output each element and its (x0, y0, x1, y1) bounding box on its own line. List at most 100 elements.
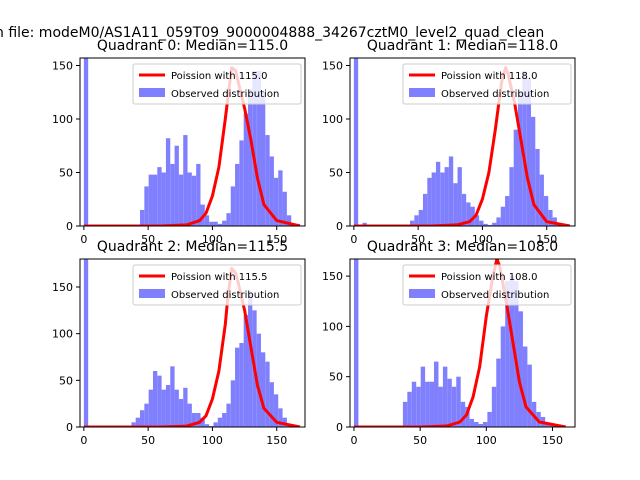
histogram-bar (148, 389, 153, 427)
histogram-bar (545, 423, 550, 427)
x-tick-label: 150 (266, 434, 287, 447)
histogram-bar (461, 193, 467, 226)
y-tick-label: 0 (336, 421, 343, 434)
histogram-bar (170, 163, 175, 226)
histogram-bar (191, 175, 197, 226)
histogram-bar (217, 417, 223, 427)
histogram-bar (453, 183, 458, 226)
x-tick-label: 0 (350, 434, 357, 447)
histogram-bar (286, 215, 292, 226)
histogram-bar (83, 259, 89, 427)
histogram-bar (465, 406, 470, 427)
histogram-bar (248, 89, 253, 226)
histogram-bar (513, 129, 519, 226)
histogram-bar (174, 389, 179, 427)
histogram-bar (470, 206, 475, 226)
histogram-bar (239, 140, 244, 226)
histogram-bar (278, 408, 283, 427)
histogram-bar (235, 347, 240, 427)
histogram-bar (418, 209, 423, 226)
legend-box (132, 264, 302, 306)
x-tick-label: 100 (202, 233, 223, 246)
histogram-bar (144, 403, 149, 427)
histogram-bar (213, 221, 218, 226)
histogram-bar (157, 375, 162, 427)
quadrant-1-bars (353, 58, 562, 226)
histogram-bar (200, 417, 205, 427)
histogram-bar (527, 364, 532, 427)
histogram-bar (530, 116, 536, 226)
axes-frame (79, 258, 306, 428)
legend: Poission with 115.5 Observed distribution (132, 264, 302, 306)
histogram-bar (496, 217, 501, 226)
histogram-bar (131, 422, 136, 427)
histogram-bar (456, 376, 461, 427)
histogram-bar (83, 58, 89, 226)
x-tick-label: 100 (202, 434, 223, 447)
x-tick-label: 100 (472, 233, 493, 246)
y-tick-label: 100 (52, 113, 73, 126)
histogram-bar (178, 174, 184, 226)
legend-bar-swatch (139, 289, 165, 298)
histogram-bar (187, 403, 192, 427)
legend: Poission with 118.0 Observed distribution (402, 63, 572, 105)
x-tick-label: 150 (536, 233, 557, 246)
histogram-bar (273, 394, 279, 427)
histogram-bar (248, 291, 253, 427)
quadrant-title: Quadrant 1: Median=118.0 (367, 38, 558, 54)
histogram-bar (429, 381, 435, 427)
histogram-bar (256, 333, 261, 427)
x-tick-label: 50 (411, 233, 425, 246)
legend-bar-label: Observed distribution (441, 290, 549, 301)
y-tick-label: 150 (322, 270, 343, 283)
histogram-bar (204, 424, 210, 427)
axes-frame (79, 57, 306, 227)
y-tick-label: 0 (66, 220, 73, 233)
histogram-bar (487, 411, 492, 427)
histogram-bar (230, 186, 236, 226)
histogram-bar (518, 311, 523, 427)
y-tick-label: 50 (59, 374, 73, 387)
legend-bar-swatch (139, 88, 165, 97)
histogram-bar (230, 380, 236, 427)
histogram-bar (407, 391, 412, 427)
legend-box (132, 63, 302, 105)
x-tick-label: 50 (141, 434, 155, 447)
legend-bar-label: Observed distribution (441, 89, 549, 100)
y-tick-label: 100 (52, 328, 73, 341)
quadrant-0-bars (83, 58, 300, 226)
histogram-bar (466, 202, 471, 226)
histogram-bar (282, 191, 287, 226)
histogram-bar (353, 58, 359, 226)
quadrant-2-chart: 0 50 100 150 0 50 100 150 Poission with 115.5 Obs… (52, 239, 306, 447)
histogram-bar (509, 167, 514, 226)
histogram-bar (183, 135, 188, 226)
histogram-bar (152, 174, 158, 226)
legend-line-label: Poission with 115.0 (171, 71, 267, 82)
histogram-bar (402, 401, 408, 427)
histogram-bar (161, 172, 166, 226)
histogram-bar (152, 371, 158, 427)
histogram-bar (226, 213, 231, 226)
legend-line-label: Poission with 108.0 (441, 272, 537, 283)
histogram-bar (543, 196, 549, 226)
histogram-bar (442, 366, 448, 427)
histogram-bar (434, 361, 439, 427)
histogram-bar (496, 358, 501, 427)
histogram-bar (444, 167, 449, 226)
histogram-bar (362, 222, 367, 226)
histogram-bar (204, 215, 210, 226)
histogram-bar (440, 172, 445, 226)
histogram-bar (273, 177, 279, 226)
histogram-bar (474, 215, 480, 226)
legend-bar-label: Observed distribution (171, 290, 279, 301)
histogram-bar (265, 361, 270, 427)
histogram-bar (183, 387, 188, 427)
histogram-bar (457, 167, 462, 226)
histogram-bar (509, 276, 515, 427)
histogram-bar (448, 156, 454, 226)
histogram-bar (178, 399, 184, 427)
histogram-bar (217, 223, 223, 226)
histogram-bar (492, 222, 497, 226)
